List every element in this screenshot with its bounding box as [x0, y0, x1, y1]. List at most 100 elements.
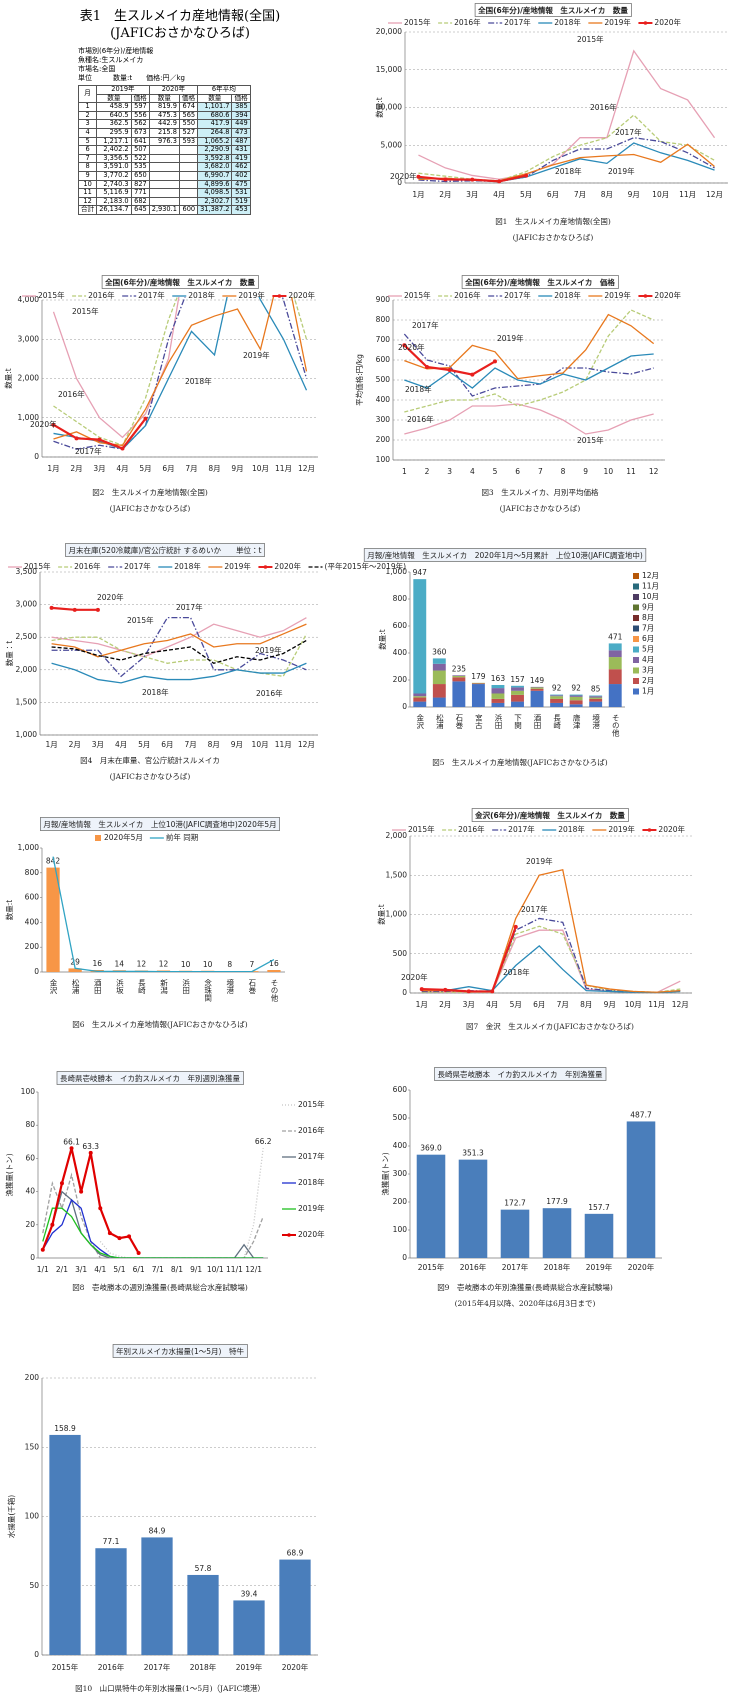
x-tick-label: 7月: [574, 190, 586, 199]
data-label: 172.7: [504, 1199, 526, 1208]
y-tick-label: 3,000: [18, 334, 40, 343]
data-label: 351.3: [462, 1149, 484, 1158]
marker: [97, 437, 102, 442]
marker: [470, 372, 475, 377]
table-cell: 11: [77, 188, 98, 198]
y-tick-label: 800: [25, 868, 40, 877]
legend-label: 2016年: [74, 561, 101, 571]
table-cell: 593: [178, 136, 199, 147]
marker: [98, 1206, 103, 1211]
table-cell: 819.9: [148, 102, 180, 112]
legend-label: 2019年: [224, 561, 251, 571]
bar-segment: [413, 701, 427, 707]
chart-title: 全国(6年分)/産地情報 生スルメイカ 価格: [465, 277, 615, 287]
line: [42, 1172, 264, 1258]
table-meta: 市場別(6年分)/産地情報 魚種名:生スルメイカ 市場名:全国 単位 数量:t 価格:…: [78, 47, 251, 83]
legend-label: 2016年: [88, 290, 115, 300]
title-frame: [56, 1071, 244, 1085]
x-tick-label: 4月: [116, 464, 128, 473]
line: [51, 623, 307, 658]
marker: [447, 368, 452, 372]
x-tick-label: 2019年: [586, 1262, 613, 1272]
bar-segment: [511, 687, 524, 691]
annotation: 2019年: [526, 856, 553, 866]
x-tick-label: 4月: [486, 1000, 498, 1009]
x-tick-label: 金沢: [416, 713, 425, 731]
marker: [143, 416, 148, 421]
x-tick-label: 10/1: [207, 1265, 224, 1274]
y-axis-label: 平均価格:円/kg: [354, 354, 364, 406]
annotation: 2018年: [142, 687, 169, 697]
x-tick-label: 10月: [252, 740, 269, 749]
table-cell: 527: [178, 127, 199, 138]
table-cell: [178, 188, 199, 198]
legend-label: 2015年: [298, 1099, 325, 1109]
marker: [72, 607, 77, 612]
x-tick-label: 5月: [138, 740, 150, 749]
x-tick-label: 石巻: [248, 979, 257, 995]
y-tick-label: 0: [34, 452, 39, 461]
chart-title: 長崎県壱岐勝本 イカ釣スルメイカ 年別漁獲量: [438, 1069, 603, 1079]
chart: 金沢(6年分)/産地情報 生スルメイカ 数量 0 500 1,000 1,500 2,00…: [376, 808, 692, 1031]
legend-marker: [277, 294, 282, 298]
legend-marker: [287, 1233, 291, 1237]
marker: [51, 422, 56, 427]
caption: 図1 生スルメイカ産地情報(全国): [495, 216, 611, 226]
legend-label: 7月: [642, 624, 654, 633]
y-tick-label: 200: [393, 1197, 408, 1206]
bar-segment: [413, 696, 427, 698]
legend-label: 9月: [642, 603, 654, 612]
table-cell: 295.9: [96, 127, 132, 138]
x-tick-label: 8月: [208, 464, 220, 473]
legend-label: 2017年: [138, 290, 165, 300]
x-tick-label: 3月: [463, 1000, 475, 1009]
bar-segment: [530, 688, 544, 691]
legend-label: 2019年: [608, 824, 635, 834]
table-cell: [178, 145, 199, 155]
table-row: 1 458.9 597 819.9 674 1,101.7 385: [77, 102, 251, 112]
x-tick-label: 8: [561, 467, 566, 476]
y-tick-label: 200: [25, 942, 40, 951]
marker: [470, 177, 475, 182]
legend-label: 8月: [642, 613, 654, 622]
data-label: 7: [249, 960, 254, 969]
marker: [107, 1231, 112, 1236]
marker: [40, 1247, 45, 1252]
table-block: 市場別(6年分)/産地情報 魚種名:生スルメイカ 市場名:全国 単位 数量:t 価格:…: [77, 47, 251, 215]
y-tick-label: 600: [393, 1085, 408, 1094]
data-label: 68.9: [287, 1549, 304, 1558]
legend-label: 2018年: [558, 824, 585, 834]
line: [404, 309, 654, 413]
total-label: 85: [591, 685, 601, 694]
y-tick-label: 2,000: [386, 831, 408, 840]
legend-swatch: [633, 688, 639, 695]
table-cell: 4,098.5: [197, 188, 233, 198]
y-axis-label: 数量:t: [374, 97, 384, 118]
caption: (JAFICおさかなひろば): [110, 772, 191, 781]
line: [418, 137, 715, 183]
annotation: 2017年: [521, 904, 548, 914]
y-tick-label: 4,000: [18, 295, 40, 304]
x-tick-label: 10月: [652, 190, 669, 199]
marker: [443, 177, 448, 182]
table-cell: [178, 170, 199, 181]
y-tick-label: 1,000: [18, 413, 40, 422]
chart-title: 金沢(6年分)/産地情報 生スルメイカ 数量: [475, 810, 625, 820]
bar-segment: [471, 682, 485, 684]
data-label: 63.3: [82, 1142, 99, 1151]
marker: [524, 173, 529, 178]
table-cell: 9: [77, 170, 98, 181]
bar: [46, 867, 60, 972]
y-tick-label: 1,000: [18, 843, 40, 852]
y-tick-label: 2,000: [18, 374, 40, 383]
bar: [458, 1159, 488, 1258]
x-tick-label: 2020年: [628, 1262, 655, 1272]
y-tick-label: 0: [402, 702, 407, 711]
bar-segment: [511, 701, 524, 707]
chart-title: 月報/産地情報 生スルメイカ 2020年1月～5月累計 上位10港(JAFIC調…: [367, 550, 643, 560]
x-tick-label: 1月: [416, 1000, 428, 1009]
legend-swatch: [633, 646, 639, 653]
annotation: 2020年: [398, 342, 425, 352]
x-tick-label: 念珠関: [203, 979, 212, 1003]
legend-label: 2019年: [604, 290, 631, 300]
